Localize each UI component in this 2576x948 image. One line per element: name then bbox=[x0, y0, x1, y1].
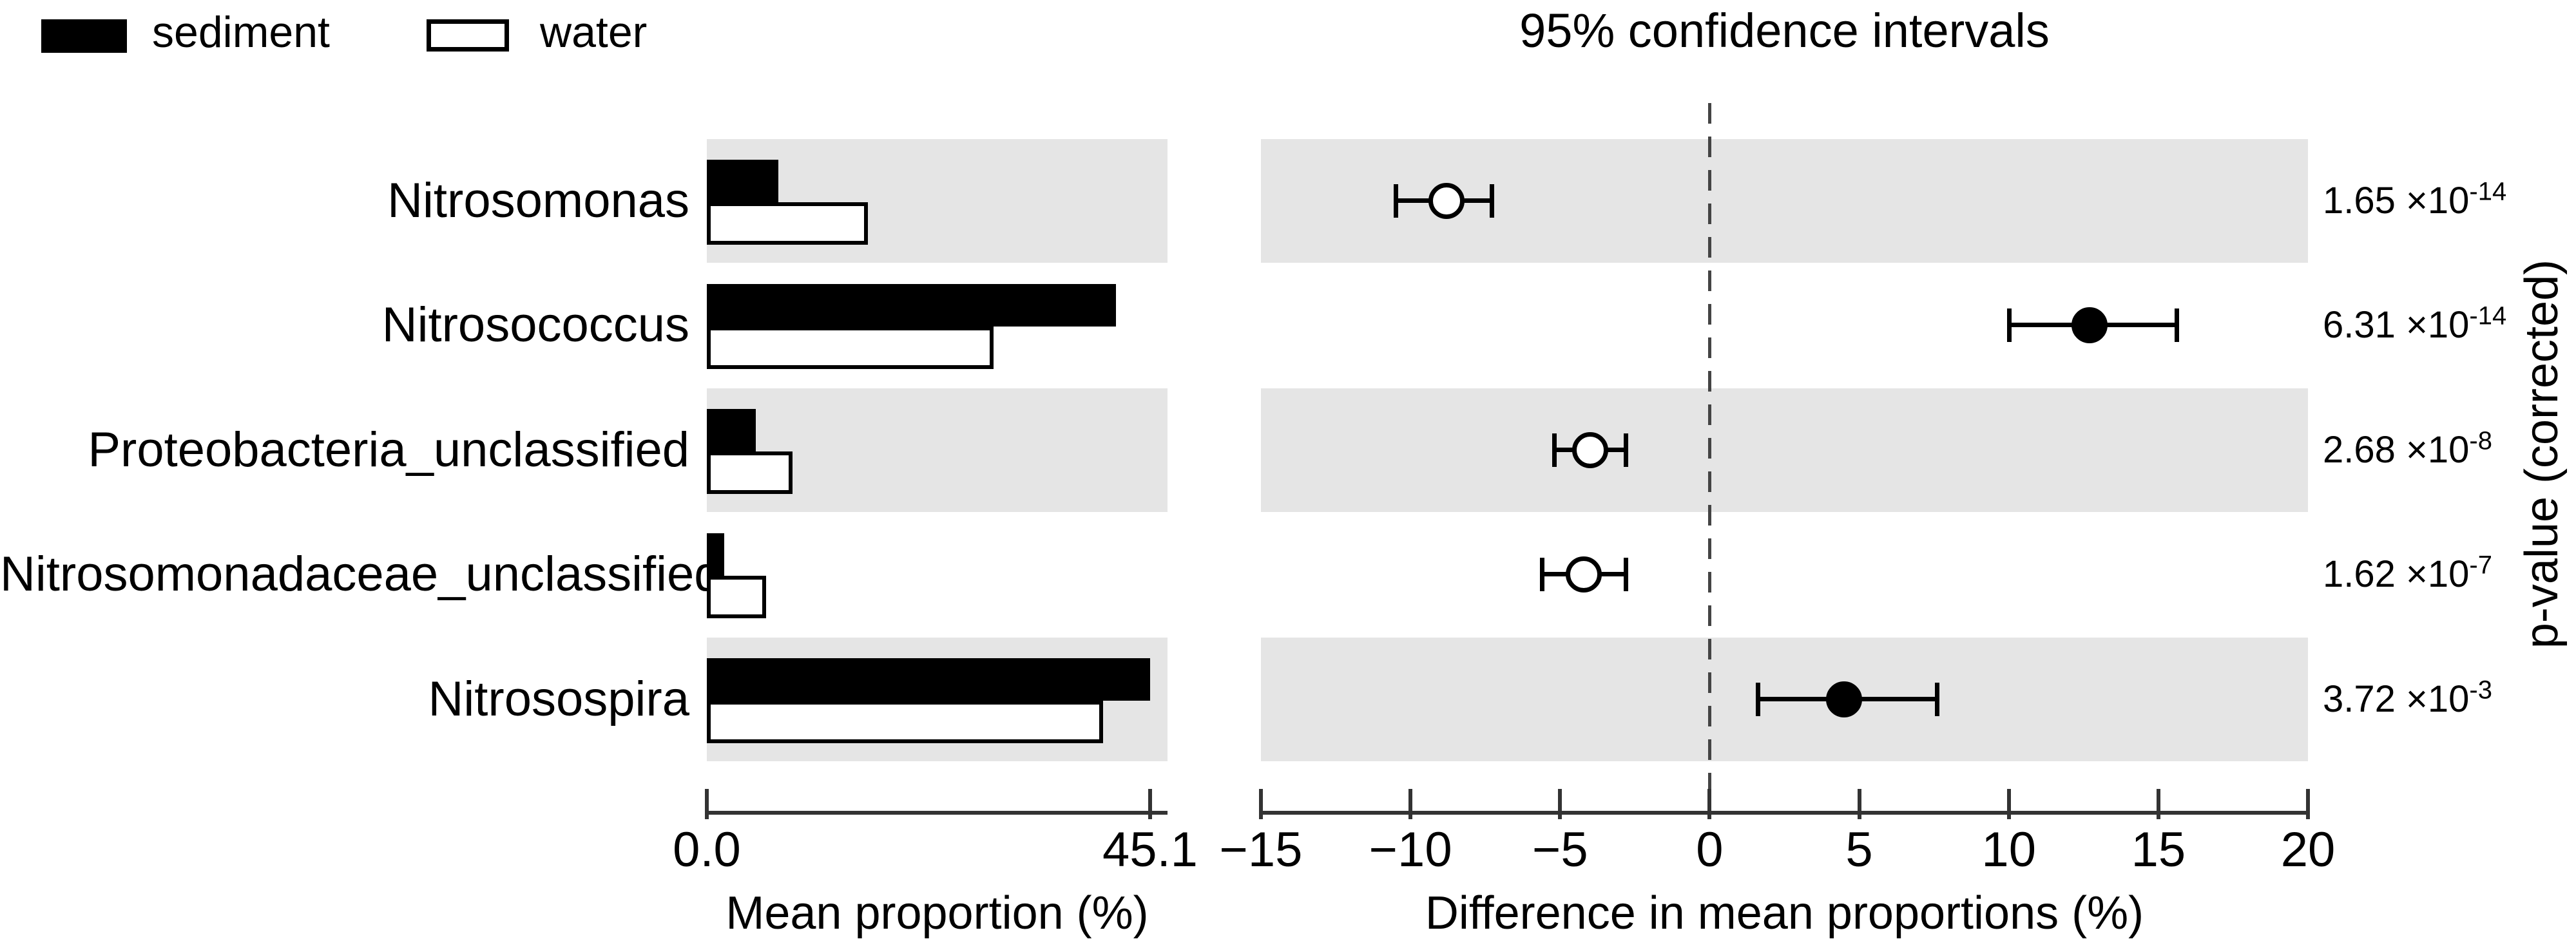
legend-swatch-water-icon bbox=[427, 19, 509, 52]
right-axis-tick-label: 0 bbox=[1696, 822, 1724, 877]
p-value: 2.68 ×10-8 bbox=[2323, 424, 2492, 476]
legend-label-water: water bbox=[540, 8, 648, 57]
row-label: Nitrosococcus bbox=[381, 298, 689, 352]
p-value-mantissa: 3.72 bbox=[2323, 678, 2396, 720]
p-value: 3.72 ×10-3 bbox=[2323, 674, 2492, 725]
ci-marker-open bbox=[1572, 432, 1608, 468]
p-value-base: ×10 bbox=[2406, 304, 2470, 346]
row-label: Nitrosospira bbox=[428, 672, 689, 726]
p-value-exponent: -8 bbox=[2469, 426, 2492, 455]
right-axis-tick-label: 15 bbox=[2131, 822, 2186, 877]
p-value-exponent: -7 bbox=[2469, 551, 2492, 580]
p-value-exponent: -3 bbox=[2469, 676, 2492, 705]
p-value: 6.31 ×10-14 bbox=[2323, 299, 2506, 351]
ci-cap-left bbox=[1552, 433, 1557, 467]
right-axis-tick-label: −15 bbox=[1219, 822, 1303, 877]
right-axis-tick bbox=[2306, 789, 2310, 819]
p-value-base: ×10 bbox=[2406, 429, 2470, 471]
legend-swatch-sediment-icon bbox=[41, 19, 127, 53]
ci-marker-filled bbox=[1826, 681, 1863, 717]
ci-cap-right bbox=[1624, 558, 1629, 591]
bar-sediment bbox=[707, 533, 725, 576]
left-axis-tick-label: 0.0 bbox=[673, 822, 741, 877]
p-value: 1.65 ×10-14 bbox=[2323, 175, 2506, 227]
p-value-mantissa: 1.62 bbox=[2323, 553, 2396, 595]
zero-dashed-line bbox=[1708, 103, 1712, 813]
p-value-base: ×10 bbox=[2406, 553, 2470, 595]
right-axis-tick bbox=[1857, 789, 1861, 819]
right-axis-tick bbox=[1558, 789, 1562, 819]
p-value-base: ×10 bbox=[2406, 678, 2470, 720]
bar-water bbox=[707, 327, 994, 369]
row-label: Proteobacteria_unclassified bbox=[88, 422, 689, 477]
p-value-exponent: -14 bbox=[2469, 301, 2507, 330]
left-axis-title: Mean proportion (%) bbox=[726, 887, 1149, 939]
bar-water bbox=[707, 701, 1103, 743]
right-axis-tick bbox=[2156, 789, 2160, 819]
p-value-axis-label: p-value (corrected) bbox=[2516, 259, 2568, 649]
row-label: Nitrosomonas bbox=[387, 173, 689, 228]
right-axis-tick-label: 5 bbox=[1845, 822, 1873, 877]
right-axis-tick-label: −10 bbox=[1369, 822, 1452, 877]
p-value-mantissa: 1.65 bbox=[2323, 180, 2396, 222]
ci-cap-left bbox=[2006, 308, 2012, 342]
p-value-base: ×10 bbox=[2406, 180, 2470, 222]
ci-cap-right bbox=[1489, 184, 1494, 218]
bar-water bbox=[707, 451, 793, 494]
ci-cap-left bbox=[1393, 184, 1398, 218]
bar-sediment bbox=[707, 658, 1150, 701]
right-axis-tick bbox=[2006, 789, 2011, 819]
left-axis-line bbox=[707, 811, 1168, 815]
right-axis-tick-label: −5 bbox=[1532, 822, 1588, 877]
p-value-mantissa: 6.31 bbox=[2323, 304, 2396, 346]
right-axis-title: Difference in mean proportions (%) bbox=[1425, 887, 2144, 939]
right-axis-tick bbox=[1408, 789, 1413, 819]
p-value-exponent: -14 bbox=[2469, 177, 2507, 206]
legend-label-sediment: sediment bbox=[152, 8, 330, 57]
ci-marker-open bbox=[1428, 183, 1465, 219]
ci-cap-left bbox=[1755, 683, 1760, 716]
ci-cap-right bbox=[1624, 433, 1629, 467]
legend: sediment water bbox=[0, 0, 709, 77]
row-label: Nitrosomonadaceae_unclassified bbox=[0, 547, 722, 602]
ci-marker-open bbox=[1566, 556, 1602, 592]
row-band-right bbox=[1261, 388, 2308, 512]
right-axis-tick-label: 10 bbox=[1981, 822, 2036, 877]
ci-marker-filled bbox=[2071, 307, 2108, 343]
left-axis-tick bbox=[705, 789, 709, 819]
bar-sediment bbox=[707, 160, 779, 202]
ci-cap-right bbox=[2174, 308, 2179, 342]
ci-cap-left bbox=[1540, 558, 1545, 591]
bar-water bbox=[707, 202, 869, 245]
chart-title: 95% confidence intervals bbox=[1519, 4, 2050, 57]
left-axis-tick bbox=[1148, 789, 1152, 819]
bar-sediment bbox=[707, 409, 756, 451]
right-axis-line bbox=[1261, 811, 2308, 815]
p-value-mantissa: 2.68 bbox=[2323, 429, 2396, 471]
left-axis-tick-label: 45.1 bbox=[1102, 822, 1198, 877]
ci-cap-right bbox=[1935, 683, 1940, 716]
p-value: 1.62 ×10-7 bbox=[2323, 549, 2492, 600]
bar-water bbox=[707, 576, 766, 618]
right-axis-tick bbox=[1259, 789, 1263, 819]
right-axis-tick-label: 20 bbox=[2280, 822, 2336, 877]
bar-sediment bbox=[707, 284, 1116, 327]
right-axis-tick bbox=[1707, 789, 1712, 819]
